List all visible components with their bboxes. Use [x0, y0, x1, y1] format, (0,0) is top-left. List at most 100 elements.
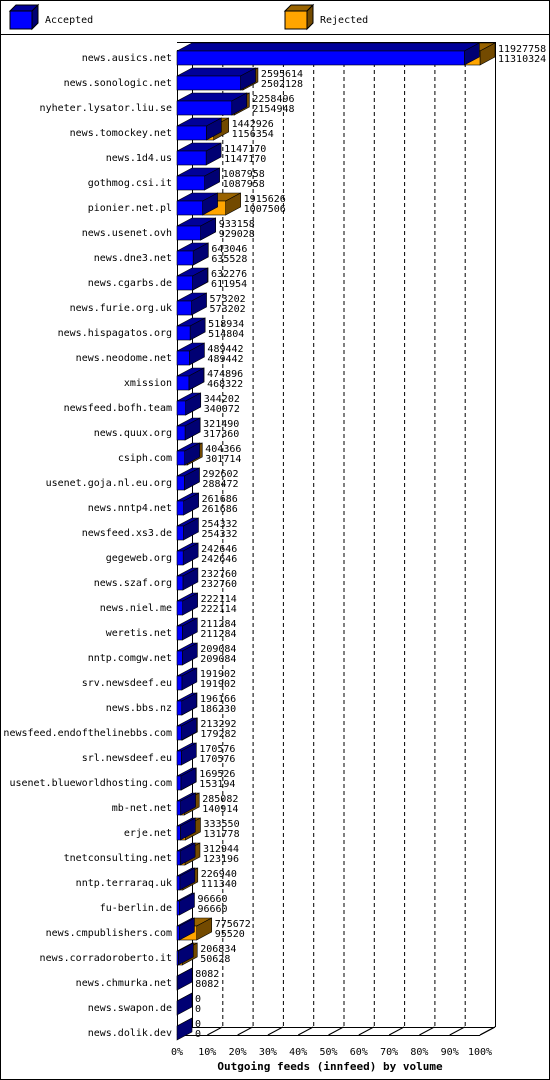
accepted-bar [176, 75, 241, 91]
value-label: 170576 [199, 744, 235, 755]
value-label: 632276 [211, 269, 247, 280]
value-label: 179282 [200, 729, 236, 740]
x-tick-label: 30% [259, 1047, 277, 1058]
value-label: 2502128 [261, 79, 303, 90]
y-tick-label: news.niel.me [100, 603, 172, 614]
value-label: 111340 [201, 879, 237, 890]
value-label: 2154948 [252, 104, 294, 115]
x-tick [358, 1026, 375, 1036]
y-tick-label: weretis.net [106, 628, 172, 639]
y-tick-label: news.bbs.nz [106, 703, 172, 714]
y-tick-label: srv.newsdeef.eu [82, 678, 172, 689]
value-label: 573202 [210, 304, 246, 315]
y-tick-label: news.usenet.ovh [82, 228, 172, 239]
y-tick-label: newsfeed.endofthelinebbs.com [3, 728, 172, 739]
accepted-bar [176, 375, 190, 391]
accepted-bar [176, 675, 183, 691]
accepted-bar [176, 800, 181, 816]
value-label: 1087958 [223, 169, 265, 180]
y-tick-label: news.cgarbs.de [88, 278, 172, 289]
legend-label: Rejected [320, 15, 368, 26]
y-tick-label: usenet.blueworldhosting.com [9, 778, 172, 789]
value-label: 933158 [219, 219, 255, 230]
value-label: 186230 [200, 704, 236, 715]
accepted-bar [176, 550, 184, 566]
value-label: 474896 [207, 369, 243, 380]
y-tick-label: news.tomockey.net [70, 128, 172, 139]
value-label: 611954 [211, 279, 247, 290]
accepted-bar [176, 225, 201, 241]
value-label: 285082 [202, 794, 238, 805]
accepted-bar-side [176, 1017, 193, 1041]
x-tick [207, 1026, 223, 1036]
y-tick-label: tnetconsulting.net [64, 853, 172, 864]
accepted-bar [176, 850, 181, 866]
value-label: 222114 [201, 594, 237, 605]
value-label: 95520 [215, 929, 245, 940]
accepted-bar [176, 950, 179, 966]
value-label: 211284 [200, 619, 236, 630]
value-label: 0 [195, 1019, 201, 1030]
value-label: 2595614 [261, 69, 303, 80]
value-label: 1915626 [244, 194, 286, 205]
value-label: 50628 [200, 954, 230, 965]
value-label: 489442 [207, 354, 243, 365]
value-label: 312944 [203, 844, 239, 855]
value-label: 242646 [201, 554, 237, 565]
accepted-bar [176, 625, 183, 641]
value-label: 232760 [201, 579, 237, 590]
value-label: 1147170 [224, 144, 266, 155]
accepted-bar [176, 150, 207, 166]
accepted-bar [176, 700, 183, 716]
legend-swatch-side [306, 3, 314, 31]
value-label: 301714 [205, 454, 241, 465]
y-tick-label: news.ausics.net [82, 53, 172, 64]
y-tick-label: news.furie.org.uk [70, 303, 172, 314]
accepted-bar [176, 350, 190, 366]
value-label: 261686 [202, 494, 238, 505]
value-label: 0 [195, 1004, 201, 1015]
y-tick-label: news.1d4.us [106, 153, 172, 164]
value-label: 1147170 [224, 154, 266, 165]
x-tick-label: 70% [380, 1047, 398, 1058]
y-tick-label: erje.net [124, 828, 172, 839]
y-tick-label: xmission [124, 378, 172, 389]
x-tick-label: 90% [441, 1047, 459, 1058]
value-label: 232760 [201, 569, 237, 580]
value-label: 169526 [199, 769, 235, 780]
accepted-bar [176, 200, 203, 216]
accepted-bar [176, 100, 233, 116]
value-label: 929028 [219, 229, 255, 240]
accepted-bar [176, 425, 186, 441]
accepted-bar [176, 825, 181, 841]
value-label: 140914 [202, 804, 238, 815]
value-label: 213292 [200, 719, 236, 730]
accepted-bar [176, 925, 180, 941]
value-label: 0 [195, 994, 201, 1005]
accepted-bar [176, 575, 184, 591]
x-tick [297, 1026, 314, 1036]
y-tick-label: news.cmpublishers.com [46, 928, 172, 939]
value-label: 209084 [200, 654, 236, 665]
y-tick-label: nntp.comgw.net [88, 653, 172, 664]
x-tick [419, 1026, 435, 1036]
y-tick-label: nntp.terraraq.uk [76, 878, 172, 889]
value-label: 292602 [202, 469, 238, 480]
x-tick-label: 10% [198, 1047, 216, 1058]
y-tick-label: news.swapon.de [88, 1003, 172, 1014]
x-tick [479, 1026, 496, 1036]
value-label: 191902 [200, 669, 236, 680]
value-label: 489442 [207, 344, 243, 355]
y-tick-label: news.sonologic.net [64, 78, 172, 89]
accepted-bar [176, 325, 191, 341]
accepted-bar [176, 250, 194, 266]
value-label: 1156354 [232, 129, 274, 140]
y-tick-label: news.dolik.dev [88, 1028, 172, 1039]
value-label: 209084 [200, 644, 236, 655]
y-tick-label: csiph.com [118, 453, 172, 464]
value-label: 321490 [203, 419, 239, 430]
accepted-bar [176, 900, 180, 916]
value-label: 11927758 [498, 44, 546, 55]
legend-swatch [9, 10, 33, 30]
